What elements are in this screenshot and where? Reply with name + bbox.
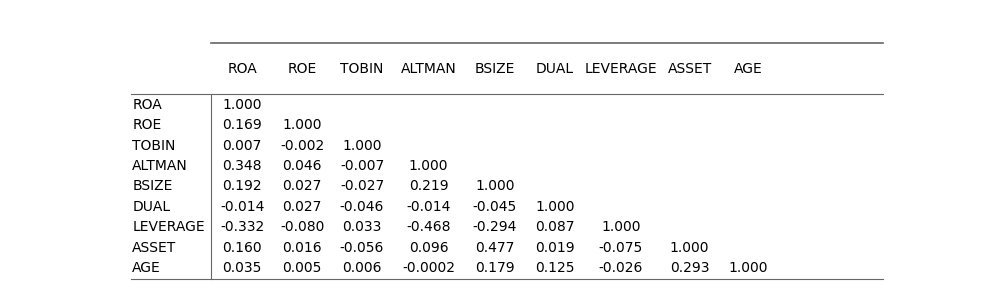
Text: 0.027: 0.027 bbox=[283, 200, 322, 214]
Text: ROE: ROE bbox=[132, 118, 162, 132]
Text: 0.477: 0.477 bbox=[475, 241, 514, 255]
Text: 0.046: 0.046 bbox=[283, 159, 322, 173]
Text: -0.056: -0.056 bbox=[340, 241, 384, 255]
Text: -0.046: -0.046 bbox=[340, 200, 384, 214]
Text: 0.019: 0.019 bbox=[535, 241, 574, 255]
Text: 0.179: 0.179 bbox=[475, 261, 515, 275]
Text: 1.000: 1.000 bbox=[670, 241, 709, 255]
Text: ASSET: ASSET bbox=[668, 62, 712, 76]
Text: 0.169: 0.169 bbox=[223, 118, 262, 132]
Text: -0.045: -0.045 bbox=[473, 200, 517, 214]
Text: TOBIN: TOBIN bbox=[132, 139, 175, 153]
Text: 0.192: 0.192 bbox=[223, 179, 262, 194]
Text: -0.014: -0.014 bbox=[406, 200, 451, 214]
Text: 1.000: 1.000 bbox=[475, 179, 514, 194]
Text: -0.294: -0.294 bbox=[473, 220, 517, 234]
Text: -0.014: -0.014 bbox=[220, 200, 264, 214]
Text: ASSET: ASSET bbox=[132, 241, 176, 255]
Text: BSIZE: BSIZE bbox=[475, 62, 515, 76]
Text: 1.000: 1.000 bbox=[729, 261, 768, 275]
Text: 0.293: 0.293 bbox=[670, 261, 709, 275]
Text: LEVERAGE: LEVERAGE bbox=[132, 220, 205, 234]
Text: -0.332: -0.332 bbox=[220, 220, 264, 234]
Text: 0.219: 0.219 bbox=[409, 179, 448, 194]
Text: AGE: AGE bbox=[132, 261, 161, 275]
Text: -0.468: -0.468 bbox=[406, 220, 451, 234]
Text: -0.080: -0.080 bbox=[280, 220, 324, 234]
Text: 0.125: 0.125 bbox=[535, 261, 574, 275]
Text: 0.005: 0.005 bbox=[283, 261, 322, 275]
Text: ALTMAN: ALTMAN bbox=[132, 159, 188, 173]
Text: 0.006: 0.006 bbox=[343, 261, 382, 275]
Text: -0.026: -0.026 bbox=[599, 261, 643, 275]
Text: 1.000: 1.000 bbox=[343, 139, 382, 153]
Text: LEVERAGE: LEVERAGE bbox=[584, 62, 657, 76]
Text: 0.016: 0.016 bbox=[283, 241, 322, 255]
Text: 1.000: 1.000 bbox=[601, 220, 640, 234]
Text: 0.160: 0.160 bbox=[223, 241, 262, 255]
Text: 1.000: 1.000 bbox=[535, 200, 574, 214]
Text: 0.096: 0.096 bbox=[409, 241, 448, 255]
Text: -0.075: -0.075 bbox=[599, 241, 643, 255]
Text: ROE: ROE bbox=[288, 62, 317, 76]
Text: 0.348: 0.348 bbox=[223, 159, 262, 173]
Text: AGE: AGE bbox=[734, 62, 762, 76]
Text: -0.027: -0.027 bbox=[340, 179, 384, 194]
Text: -0.0002: -0.0002 bbox=[402, 261, 455, 275]
Text: 1.000: 1.000 bbox=[283, 118, 322, 132]
Text: 0.087: 0.087 bbox=[535, 220, 574, 234]
Text: -0.007: -0.007 bbox=[340, 159, 384, 173]
Text: ROA: ROA bbox=[132, 98, 163, 112]
Text: 1.000: 1.000 bbox=[223, 98, 262, 112]
Text: 0.007: 0.007 bbox=[223, 139, 262, 153]
Text: DUAL: DUAL bbox=[536, 62, 574, 76]
Text: ALTMAN: ALTMAN bbox=[401, 62, 456, 76]
Text: 0.027: 0.027 bbox=[283, 179, 322, 194]
Text: -0.002: -0.002 bbox=[280, 139, 324, 153]
Text: ROA: ROA bbox=[228, 62, 257, 76]
Text: TOBIN: TOBIN bbox=[341, 62, 384, 76]
Text: 0.035: 0.035 bbox=[223, 261, 262, 275]
Text: 0.033: 0.033 bbox=[343, 220, 382, 234]
Text: 1.000: 1.000 bbox=[409, 159, 448, 173]
Text: BSIZE: BSIZE bbox=[132, 179, 172, 194]
Text: DUAL: DUAL bbox=[132, 200, 170, 214]
